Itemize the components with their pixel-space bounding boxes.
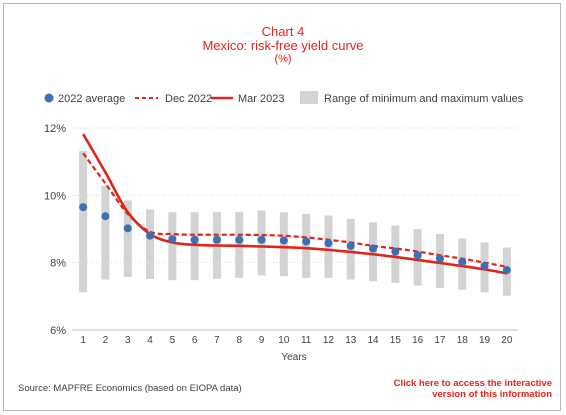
y-tick-label: 8% xyxy=(50,258,66,270)
data-point-2022-average xyxy=(502,266,511,275)
data-point-2022-average xyxy=(257,235,266,244)
x-tick-label: 17 xyxy=(434,335,446,346)
x-tick-label: 10 xyxy=(278,335,290,346)
data-point-2022-average xyxy=(79,203,88,212)
data-point-2022-average xyxy=(480,262,489,271)
source-note: Source: MAPFRE Economics (based on EIOPA… xyxy=(18,383,242,394)
y-tick-label: 10% xyxy=(44,190,66,202)
chart-legend: 2022 average Dec 2022 Mar 2023 Range of … xyxy=(44,91,524,105)
x-tick-label: 9 xyxy=(259,335,265,346)
chart-frame xyxy=(3,3,561,411)
data-point-2022-average xyxy=(123,224,132,233)
interactive-version-link[interactable]: Click here to access the interactive ver… xyxy=(380,378,552,400)
legend-label-dec-2022: Dec 2022 xyxy=(165,93,212,105)
x-tick-label: 11 xyxy=(301,335,312,346)
range-bar xyxy=(168,212,177,281)
legend-marker-range xyxy=(300,91,318,104)
data-point-2022-average xyxy=(101,212,110,221)
x-tick-label: 19 xyxy=(479,335,491,346)
data-point-2022-average xyxy=(302,237,311,246)
series-dots xyxy=(79,203,511,275)
x-tick-label: 1 xyxy=(80,335,86,346)
data-point-2022-average xyxy=(458,257,467,266)
range-bar xyxy=(123,200,132,277)
data-point-2022-average xyxy=(391,247,400,256)
link-line-1[interactable]: Click here to access the interactive xyxy=(393,378,552,389)
range-bar xyxy=(190,212,199,281)
x-tick-label: 7 xyxy=(214,335,220,346)
x-tick-label: 6 xyxy=(192,335,198,346)
x-tick-label: 4 xyxy=(147,335,153,346)
data-point-2022-average xyxy=(190,235,199,244)
range-bar xyxy=(79,150,88,293)
x-tick-label: 18 xyxy=(457,335,469,346)
x-tick-label: 8 xyxy=(236,335,242,346)
data-point-2022-average xyxy=(324,239,333,248)
legend-marker-2022-average xyxy=(44,93,54,103)
legend-label-range: Range of minimum and maximum values xyxy=(324,93,524,105)
chart-grid xyxy=(72,127,518,331)
x-tick-label: 16 xyxy=(412,335,424,346)
data-point-2022-average xyxy=(168,235,177,244)
x-tick-label: 12 xyxy=(323,335,335,346)
y-tick-label: 12% xyxy=(44,123,66,135)
x-tick-label: 15 xyxy=(390,335,402,346)
chart-title: Chart 4 xyxy=(261,24,305,39)
data-point-2022-average xyxy=(435,254,444,263)
x-tick-label: 20 xyxy=(501,335,513,346)
range-bars xyxy=(79,150,511,296)
range-bar xyxy=(146,209,155,279)
y-axis-ticks: 6% 8% 10% 12% xyxy=(44,123,66,337)
data-point-2022-average xyxy=(279,236,288,245)
legend-label-2022-average: 2022 average xyxy=(58,93,125,105)
x-tick-label: 2 xyxy=(103,335,109,346)
range-bar xyxy=(302,213,311,278)
x-tick-label: 3 xyxy=(125,335,131,346)
link-line-2[interactable]: version of this information xyxy=(432,389,552,400)
data-point-2022-average xyxy=(413,251,422,260)
x-tick-label: 14 xyxy=(367,335,379,346)
data-point-2022-average xyxy=(146,231,155,240)
x-axis-ticks: 1 2 3 4 5 6 7 8 9 10 11 12 13 14 15 16 17 18 19 20 xyxy=(80,335,512,346)
data-point-2022-average xyxy=(346,241,355,250)
data-point-2022-average xyxy=(235,235,244,244)
legend-label-mar-2023: Mar 2023 xyxy=(238,93,284,105)
chart-unit: (%) xyxy=(274,53,292,65)
data-point-2022-average xyxy=(369,244,378,253)
range-bar xyxy=(101,185,110,280)
chart-subtitle: Mexico: risk-free yield curve xyxy=(202,38,364,53)
x-tick-label: 13 xyxy=(345,335,357,346)
x-tick-label: 5 xyxy=(170,335,176,346)
data-point-2022-average xyxy=(212,235,221,244)
y-tick-label: 6% xyxy=(50,325,66,337)
x-axis-label: Years xyxy=(281,352,306,363)
